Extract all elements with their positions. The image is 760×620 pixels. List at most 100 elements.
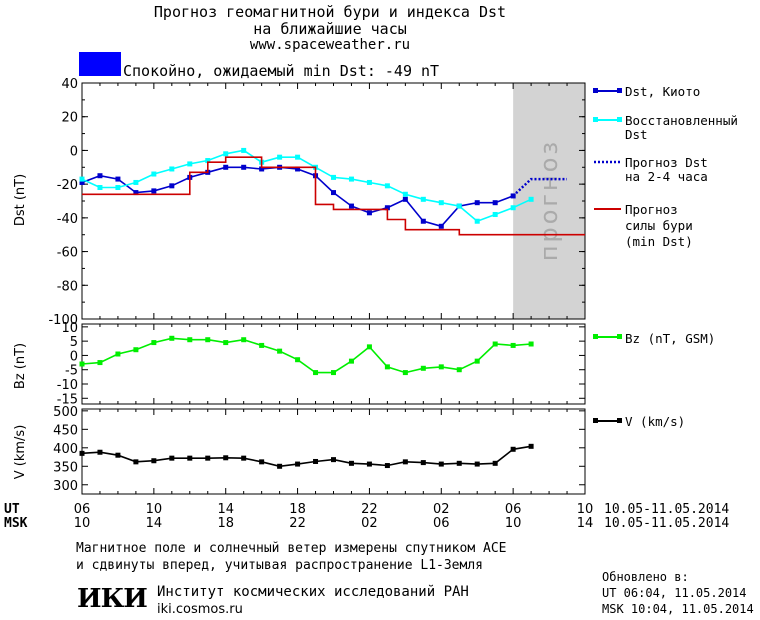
v-series-0-point [492, 460, 498, 466]
msk-tick-label: 10 [505, 516, 522, 531]
v-series-0-point [277, 463, 283, 469]
dst-series-0-point [492, 200, 498, 206]
msk-tick-label: 14 [577, 516, 594, 531]
v-series-0-point [331, 457, 336, 463]
dst-series-1-point [169, 166, 175, 172]
dst-series-0-point [366, 210, 372, 216]
legend-storm-label-1: Прогноз [625, 202, 678, 217]
v-ytick-label: 450 [53, 423, 78, 438]
legend-v-icon [593, 418, 622, 423]
v-series-0-point [79, 450, 85, 456]
ut-tick-label: 10 [577, 502, 594, 517]
dst-series-1-point [97, 185, 103, 191]
dst-series-1-point [438, 200, 444, 206]
v-ytick-label: 300 [53, 479, 78, 494]
v-series-0-point [420, 460, 426, 466]
bz-series-0-point [474, 358, 480, 364]
ut-tick-label: 06 [505, 502, 522, 517]
dst-series-1-point [456, 203, 462, 209]
v-series-0-point [97, 449, 103, 455]
dst-series-0-point [115, 176, 121, 182]
bz-series-0-line [81, 337, 532, 374]
dst-series-1-point [366, 179, 372, 185]
dst-ytick-label: -20 [57, 178, 78, 193]
legend-forecast-label-1: Прогноз Dst [625, 155, 708, 170]
v-series-0-point [510, 446, 516, 452]
forecast-band-label: прогноз [535, 139, 563, 261]
bz-axis-label: Bz (nT) [13, 343, 28, 389]
forecast-band [513, 83, 585, 319]
date-range-ut: 10.05-11.05.2014 [604, 502, 730, 517]
bz-series-0-point [241, 337, 247, 343]
dst-series-0-point [474, 200, 480, 206]
dst-series-1-point [348, 176, 354, 182]
v-series-0-point [402, 459, 408, 465]
bz-series-0-point [115, 351, 121, 357]
bz-series-0-point [169, 335, 175, 341]
bz-series-0-point [187, 337, 193, 343]
legend-v-label: V (km/s) [625, 414, 686, 429]
bz-series-0-point [331, 370, 336, 376]
dst-ytick-label: -40 [57, 212, 78, 227]
bz-series-0-point [510, 342, 516, 348]
bz-series-0-point [151, 340, 157, 346]
v-series-0-point [348, 460, 354, 466]
institute-name: Институт космических исследований РАН [157, 584, 469, 600]
institute-site[interactable]: iki.cosmos.ru [157, 602, 243, 617]
ut-tick-label: 06 [74, 502, 91, 517]
date-range-msk: 10.05-11.05.2014 [604, 516, 730, 531]
bz-series-0-point [456, 367, 462, 373]
dst-series-0-point [151, 188, 157, 194]
dst-panel: 40 20 0 -20 -40 -60 -80 -100 [48, 77, 586, 328]
dst-series-1-point [510, 205, 516, 211]
bz-series-0-point [133, 347, 139, 353]
dst-frame [81, 82, 586, 320]
legend-bz-label: Bz (nT, GSM) [625, 331, 716, 346]
v-series-0-point [133, 459, 139, 465]
bz-ytick-label: 0 [70, 349, 78, 364]
v-series-0-point [115, 452, 121, 458]
dst-series-0-point [402, 196, 408, 202]
msk-tick-label: 02 [361, 516, 378, 531]
dst-series-0-point [348, 203, 354, 209]
msk-tick-label: 06 [433, 516, 450, 531]
bz-series-0-point [492, 341, 498, 347]
status-color-box [79, 52, 121, 76]
dst-series-0-point [241, 164, 247, 170]
legend-restored-icon [593, 117, 622, 122]
legend-dst-kyoto-label: Dst, Киото [625, 84, 701, 99]
dst-series-1-point [151, 171, 157, 177]
bz-series-0-point [348, 358, 354, 364]
msk-tick-label: 10 [74, 516, 91, 531]
bz-series-0-point [79, 361, 85, 367]
v-series-0-point [241, 455, 247, 461]
dst-series-0-point [133, 190, 139, 196]
bz-series-0-point [420, 365, 426, 371]
legend-storm-label-3: (min Dst) [625, 234, 693, 249]
chart-title-line1: Прогноз геомагнитной бури и индекса Dst [153, 3, 507, 21]
bz-frame [81, 323, 586, 405]
msk-label: MSK [4, 516, 28, 531]
v-series-0-point [313, 458, 319, 464]
dst-series-2-line [512, 177, 567, 197]
v-series-0-point [456, 460, 462, 466]
dst-series-0-point [420, 218, 426, 224]
v-series-0-point [528, 443, 534, 449]
dst-series-1-point [528, 196, 534, 202]
source-url[interactable]: www.spaceweather.ru [249, 37, 411, 53]
bz-series-0-point [528, 341, 534, 347]
dst-series-0-point [79, 179, 85, 185]
dst-series-0-point [259, 166, 265, 172]
dst-series-1-point [492, 211, 498, 217]
dst-series-1-point [79, 176, 85, 182]
dst-series-1-point [331, 174, 336, 180]
dst-series-1-point [474, 218, 480, 224]
dst-axis-label: Dst (nT) [13, 174, 28, 226]
footer-note-line1: Магнитное поле и солнечный ветер измерен… [76, 541, 507, 556]
bz-series-0-point [97, 360, 103, 366]
bz-series-0-point [438, 364, 444, 370]
bz-ytick-label: -10 [57, 378, 78, 393]
v-series-0-point [474, 461, 480, 467]
legend-dst-kyoto-icon [593, 88, 622, 93]
